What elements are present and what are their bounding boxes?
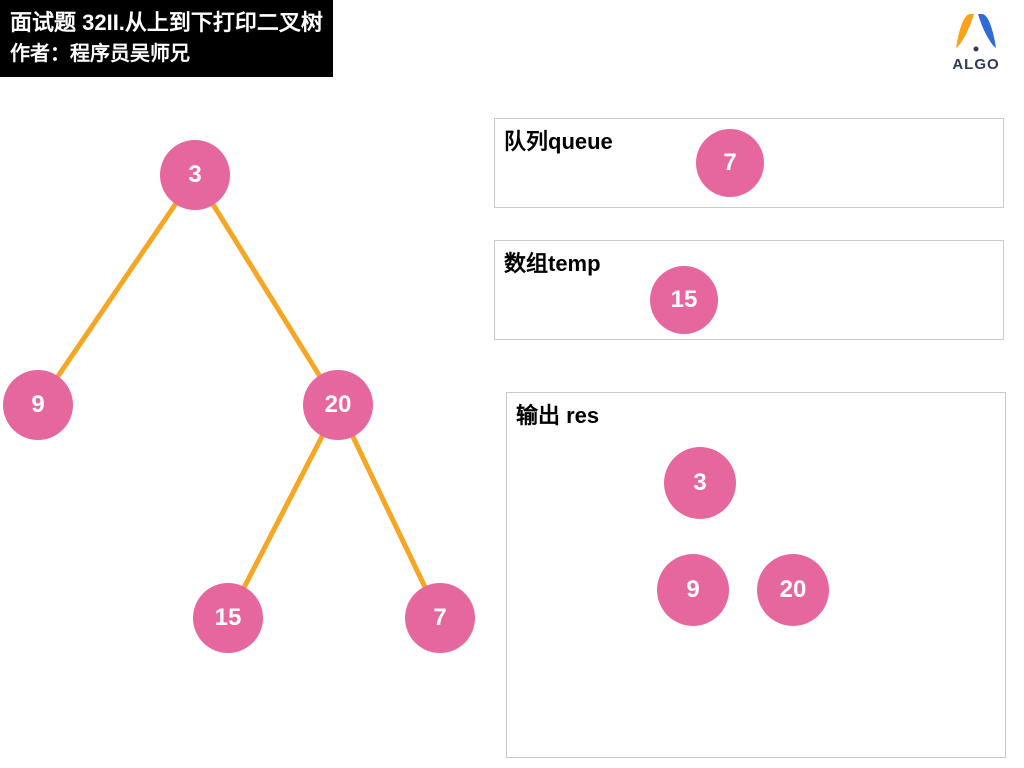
- panel-label-temp: 数组temp: [504, 246, 601, 278]
- tree-edge: [193, 174, 340, 407]
- node-tree-9: 9: [3, 370, 73, 440]
- node-tree-7: 7: [405, 583, 475, 653]
- node-tree-20: 20: [303, 370, 373, 440]
- panel-label-queue: 队列queue: [504, 124, 613, 156]
- diagram-canvas: 3 9 20 15 7 队列queue 7 数组temp 15 输出 res 3 9 20: [0, 0, 1024, 768]
- node-res-1-9: 9: [657, 554, 729, 626]
- node-res-2-20: 20: [757, 554, 829, 626]
- tree-edge: [36, 174, 197, 407]
- panel-label-res: 输出 res: [516, 398, 599, 430]
- panel-res: [506, 392, 1006, 758]
- node-res-0-3: 3: [664, 447, 736, 519]
- node-temp-0-15: 15: [650, 266, 718, 334]
- node-queue-0-7: 7: [696, 129, 764, 197]
- node-tree-3: 3: [160, 140, 230, 210]
- node-tree-15: 15: [193, 583, 263, 653]
